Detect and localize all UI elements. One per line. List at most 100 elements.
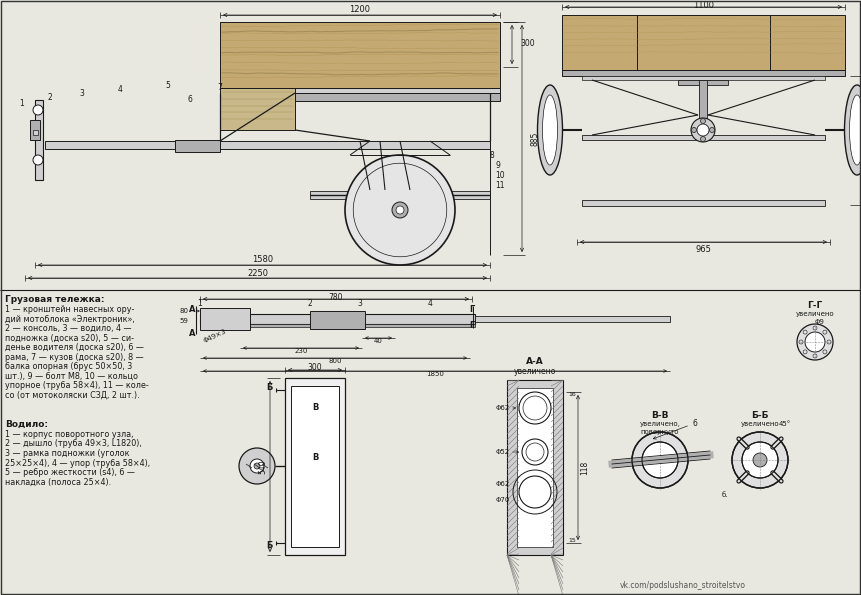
Text: 9: 9: [495, 161, 500, 170]
Text: накладка (полоса 25×4).: накладка (полоса 25×4).: [5, 478, 111, 487]
Text: Б: Б: [267, 384, 273, 393]
Circle shape: [732, 432, 788, 488]
Text: 4: 4: [118, 86, 122, 95]
Text: увеличено,: увеличено,: [640, 421, 680, 427]
Text: денье водителя (доска s20), 6 —: денье водителя (доска s20), 6 —: [5, 343, 144, 352]
Bar: [30, 120, 40, 140]
Text: увеличено: увеличено: [740, 421, 779, 427]
Bar: [175, 140, 220, 152]
Text: 1580: 1580: [252, 255, 273, 265]
Text: 780: 780: [329, 293, 344, 302]
Text: Г: Г: [469, 305, 474, 314]
Bar: [582, 76, 825, 80]
Bar: [562, 70, 845, 76]
Circle shape: [33, 155, 43, 165]
Text: Φ49×3: Φ49×3: [202, 328, 227, 344]
Text: 2: 2: [307, 299, 313, 308]
Text: со (от мотоколяски СЗД, 2 шт.).: со (от мотоколяски СЗД, 2 шт.).: [5, 390, 139, 399]
Ellipse shape: [845, 85, 861, 175]
Text: повернуто: повернуто: [641, 429, 679, 435]
Text: 2 — консоль, 3 — водило, 4 —: 2 — консоль, 3 — водило, 4 —: [5, 324, 132, 333]
Text: 230: 230: [294, 348, 307, 354]
Text: 25×25×4), 4 — упор (труба 58×4),: 25×25×4), 4 — упор (труба 58×4),: [5, 459, 150, 468]
Text: Г-Г: Г-Г: [808, 300, 822, 309]
Circle shape: [701, 118, 705, 124]
Text: 3: 3: [79, 89, 84, 99]
Circle shape: [239, 448, 275, 484]
Text: A: A: [189, 305, 195, 314]
Text: vk.com/podslushano_stroitelstvo: vk.com/podslushano_stroitelstvo: [620, 581, 746, 590]
Text: 6: 6: [692, 419, 697, 428]
Bar: [45, 141, 490, 149]
Circle shape: [519, 476, 551, 508]
Text: увеличено: увеличено: [796, 311, 834, 317]
Text: A: A: [189, 328, 195, 337]
Text: 11: 11: [495, 180, 505, 189]
Bar: [200, 314, 475, 324]
Text: 300: 300: [307, 364, 322, 372]
Text: Б: Б: [267, 540, 273, 550]
Bar: [582, 200, 825, 206]
Text: 4: 4: [428, 299, 432, 308]
Text: 6: 6: [188, 96, 193, 105]
Text: 3 — рамка подножки (уголок: 3 — рамка подножки (уголок: [5, 449, 129, 458]
Bar: [310, 311, 365, 329]
Text: 800: 800: [328, 358, 342, 364]
Circle shape: [697, 124, 709, 136]
Circle shape: [519, 392, 551, 424]
Text: Φ9: Φ9: [815, 319, 825, 325]
Bar: [582, 135, 825, 140]
Circle shape: [701, 136, 705, 142]
Circle shape: [392, 202, 408, 218]
Bar: [517, 388, 553, 547]
Text: Водило:: Водило:: [5, 420, 48, 429]
Text: Б-Б: Б-Б: [752, 411, 769, 419]
Text: 40: 40: [374, 338, 383, 344]
Text: Φ62: Φ62: [496, 481, 510, 487]
Circle shape: [691, 127, 697, 133]
Text: 1 — кронштейн навесных ору-: 1 — кронштейн навесных ору-: [5, 305, 134, 314]
Text: 2 — дышло (труба 49×3, L1820),: 2 — дышло (труба 49×3, L1820),: [5, 440, 142, 449]
Text: 16: 16: [568, 392, 576, 396]
Text: балка опорная (брус 50×50, 3: балка опорная (брус 50×50, 3: [5, 362, 133, 371]
Text: 1: 1: [20, 99, 24, 108]
Bar: [770, 15, 845, 70]
Text: 540: 540: [258, 459, 268, 474]
Text: 1100: 1100: [693, 1, 714, 10]
Bar: [220, 88, 295, 130]
Text: 7: 7: [218, 83, 222, 92]
Text: 2250: 2250: [247, 268, 268, 277]
Text: 1850: 1850: [426, 371, 444, 377]
Bar: [220, 88, 500, 93]
Circle shape: [345, 155, 455, 265]
Text: Г: Г: [469, 321, 474, 330]
Text: В-В: В-В: [651, 411, 669, 419]
Text: 300: 300: [520, 39, 535, 49]
Ellipse shape: [537, 85, 562, 175]
Text: 80: 80: [179, 308, 188, 314]
Text: 59: 59: [179, 318, 188, 324]
Text: 965: 965: [696, 246, 711, 255]
Circle shape: [396, 206, 404, 214]
Bar: [285, 378, 345, 555]
Bar: [310, 191, 490, 199]
Circle shape: [805, 332, 825, 352]
Text: рама, 7 — кузов (доска s20), 8 —: рама, 7 — кузов (доска s20), 8 —: [5, 352, 144, 362]
Text: б.: б.: [722, 492, 728, 498]
Text: 5: 5: [165, 80, 170, 89]
Bar: [637, 15, 770, 70]
Bar: [220, 22, 500, 88]
Bar: [507, 380, 563, 555]
Ellipse shape: [850, 95, 861, 165]
Text: А-А: А-А: [526, 358, 544, 367]
Bar: [200, 324, 475, 327]
Text: 2: 2: [47, 92, 53, 102]
Text: 3: 3: [357, 299, 362, 308]
Text: В: В: [312, 453, 319, 462]
Bar: [678, 80, 728, 85]
Text: 5 — ребро жесткости (s4), 6 —: 5 — ребро жесткости (s4), 6 —: [5, 468, 135, 477]
Bar: [33, 130, 38, 135]
Circle shape: [522, 439, 548, 465]
Text: дий мотоблока «Электроник»,: дий мотоблока «Электроник»,: [5, 315, 135, 324]
Text: 8: 8: [490, 151, 495, 159]
